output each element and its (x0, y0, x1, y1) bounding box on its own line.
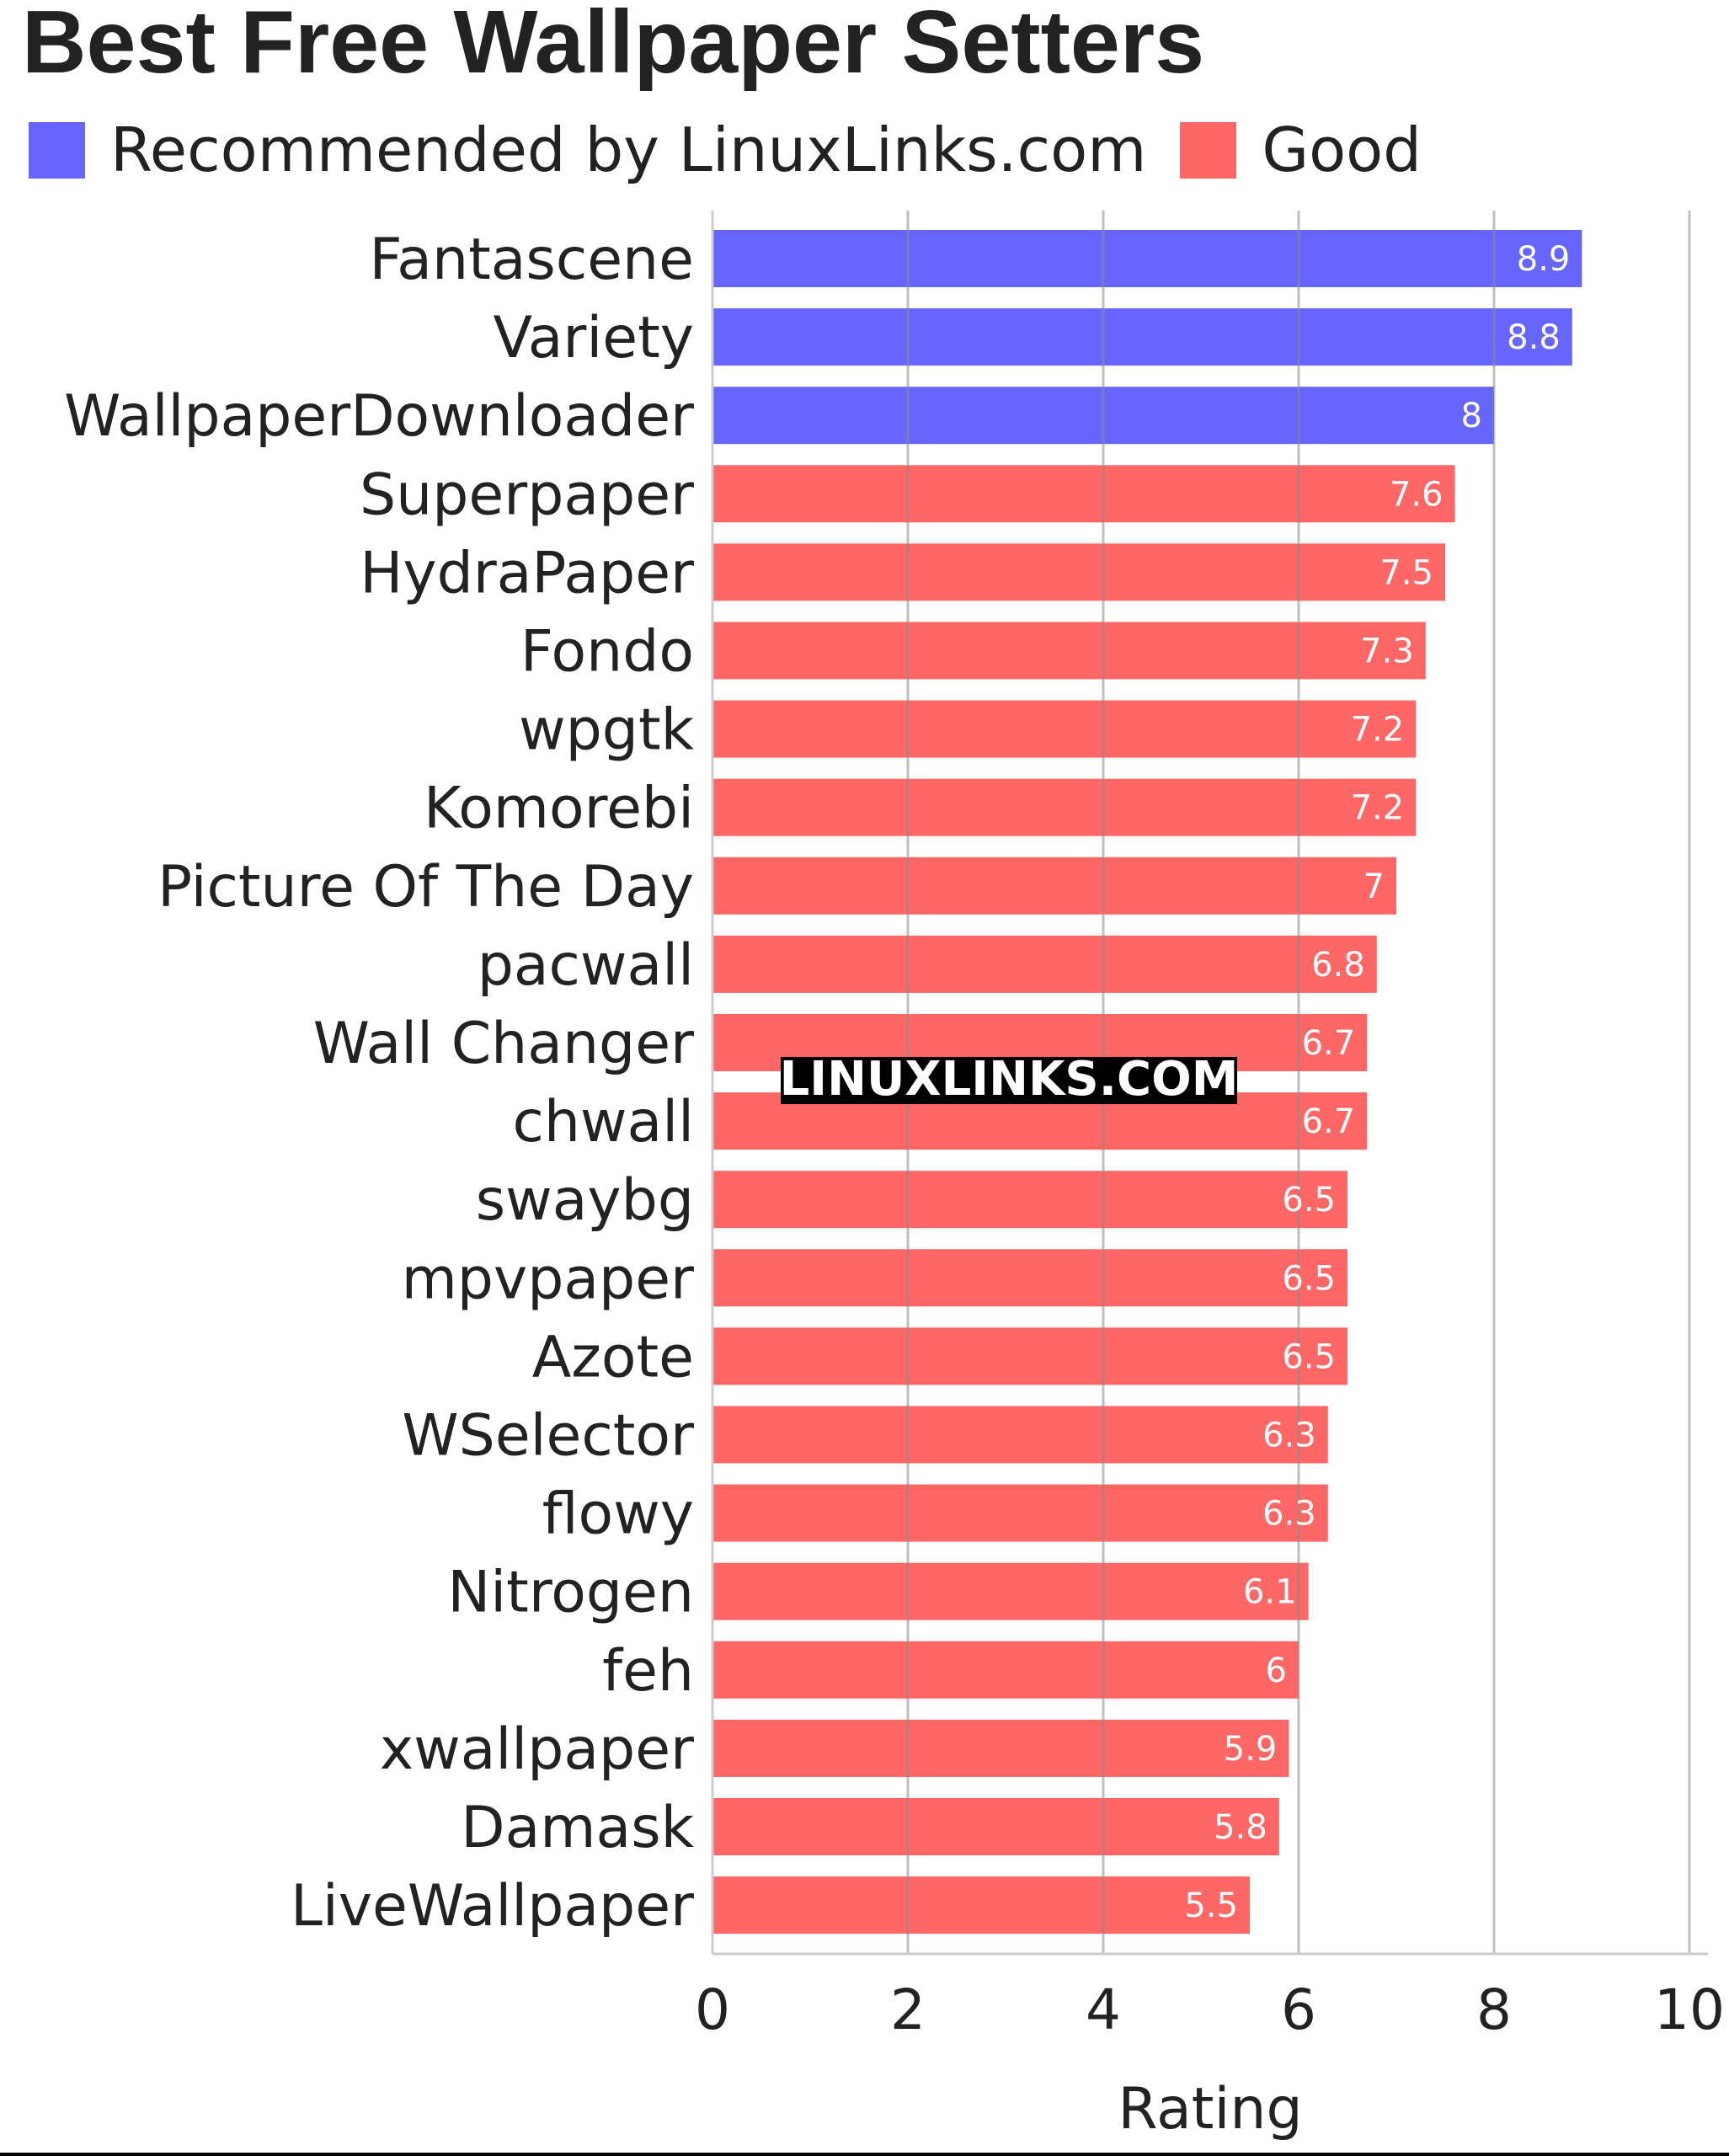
bar (712, 230, 1582, 287)
category-label: Fondo (520, 619, 694, 686)
bar (712, 465, 1455, 523)
legend-item-good: Good (1180, 115, 1422, 185)
value-label: 7 (1363, 867, 1385, 906)
x-tick-label: 10 (1654, 1977, 1725, 2042)
category-label: xwallpaper (380, 1716, 694, 1783)
x-tick-label: 2 (890, 1977, 926, 2042)
category-label: Wall Changer (313, 1011, 694, 1077)
bar (712, 1249, 1347, 1307)
bar (712, 778, 1417, 836)
bar (712, 543, 1445, 601)
value-label: 6.5 (1282, 1337, 1336, 1376)
value-label: 6.1 (1243, 1573, 1297, 1612)
category-label: WSelector (402, 1403, 694, 1470)
category-label: Fantascene (369, 227, 694, 293)
legend-label-good: Good (1262, 115, 1422, 185)
bottom-rule (0, 2153, 1729, 2156)
value-label: 8.9 (1517, 240, 1571, 279)
category-label: wpgtk (519, 697, 695, 764)
value-label: 6.7 (1302, 1024, 1356, 1063)
bar (712, 1719, 1289, 1777)
x-tick-label: 6 (1281, 1977, 1316, 2042)
value-label: 7.2 (1351, 711, 1405, 750)
bar (712, 1406, 1328, 1464)
labels-layer: Fantascene 8.9 Variety 8.8 WallpaperDownload… (64, 227, 1570, 1940)
x-axis-title: Rating (1118, 2076, 1302, 2143)
category-label: mpvpaper (402, 1246, 694, 1312)
value-label: 7.2 (1351, 789, 1405, 828)
legend-swatch-recommended (29, 121, 85, 179)
value-label: 6.3 (1262, 1417, 1316, 1455)
value-label: 6.5 (1282, 1259, 1336, 1298)
value-label: 7.3 (1360, 632, 1414, 671)
value-label: 5.9 (1224, 1730, 1278, 1769)
category-label: flowy (542, 1481, 694, 1548)
chart-title: Best Free Wallpaper Setters (22, 0, 1205, 92)
axis-layer: Rating 0 2 4 6 8 10 (695, 1952, 1725, 2143)
bar (712, 700, 1417, 758)
category-label: feh (602, 1638, 694, 1705)
legend-swatch-good (1180, 121, 1237, 179)
value-label: 6.5 (1282, 1181, 1336, 1219)
value-label: 6.7 (1302, 1102, 1356, 1141)
bar (712, 935, 1377, 993)
value-label: 6 (1266, 1652, 1287, 1690)
value-label: 6.8 (1311, 946, 1365, 985)
legend-label-recommended: Recommended by LinuxLinks.com (110, 115, 1147, 185)
category-label: HydraPaper (360, 540, 694, 606)
bar (712, 857, 1396, 915)
x-tick-label: 4 (1086, 1977, 1121, 2042)
bar (712, 1327, 1347, 1385)
legend-item-recommended: Recommended by LinuxLinks.com (29, 115, 1146, 185)
bar (712, 1171, 1347, 1229)
value-label: 6.3 (1262, 1495, 1316, 1534)
category-label: Komorebi (424, 776, 694, 842)
x-tick-label: 8 (1476, 1977, 1512, 2042)
x-tick-label: 0 (695, 1977, 730, 2042)
category-label: chwall (512, 1089, 694, 1155)
bar (712, 1562, 1309, 1620)
value-label: 7.5 (1379, 553, 1433, 592)
value-label: 5.8 (1214, 1808, 1267, 1847)
bar (712, 622, 1426, 680)
category-label: Azote (532, 1324, 694, 1390)
bar (712, 1484, 1328, 1542)
category-label: swaybg (476, 1167, 694, 1234)
bar (712, 1798, 1279, 1855)
category-label: LiveWallpaper (291, 1873, 694, 1940)
watermark-text: LINUXLINKS.COM (780, 1052, 1239, 1107)
category-label: pacwall (478, 932, 694, 999)
category-label: WallpaperDownloader (64, 383, 694, 450)
value-label: 5.5 (1184, 1886, 1238, 1925)
category-label: Superpaper (360, 462, 694, 528)
category-label: Variety (494, 305, 695, 371)
bar (712, 1876, 1250, 1935)
value-label: 8 (1461, 397, 1482, 435)
value-label: 8.8 (1507, 318, 1561, 357)
category-label: Nitrogen (447, 1560, 694, 1626)
chart-legend: Recommended by LinuxLinks.com Good (29, 115, 1452, 185)
value-label: 7.6 (1390, 475, 1444, 514)
watermark: LINUXLINKS.COM (780, 1052, 1239, 1107)
category-label: Damask (461, 1795, 694, 1861)
category-label: Picture Of The Day (157, 854, 694, 921)
bar (712, 308, 1572, 366)
bar (712, 1641, 1299, 1699)
